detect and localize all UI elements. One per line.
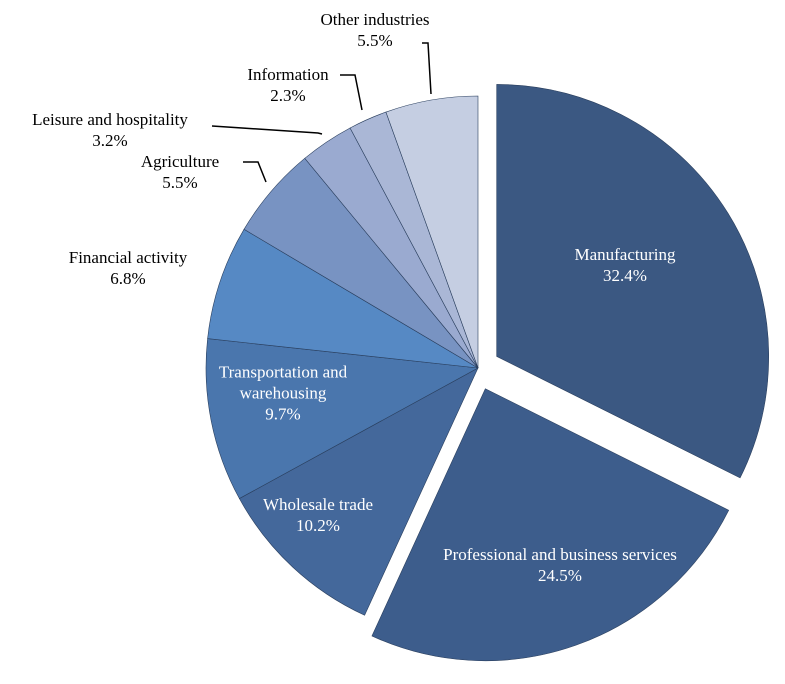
slice-label: Professional and business services 24.5% [440, 544, 680, 586]
value-label: 3.2% [92, 131, 128, 150]
category-label: Professional and business services [443, 545, 677, 564]
value-label: 9.7% [265, 404, 301, 424]
pie-slice [496, 84, 769, 479]
category-label: Information [247, 65, 329, 84]
category-label: Agriculture [140, 152, 220, 171]
category-label: Financial activity [68, 248, 188, 267]
value-label: 6.8% [110, 269, 146, 288]
category-label: Wholesale trade [263, 495, 373, 514]
slice-label: Other industries 5.5% [320, 9, 429, 51]
pie-slice [238, 367, 479, 616]
leader-line [211, 125, 323, 135]
slice-label: Manufacturing 32.4% [574, 244, 675, 286]
leader-line [422, 42, 432, 95]
value-label: 2.3% [270, 86, 306, 105]
slice-label: Transportation and warehousing 9.7% [193, 362, 373, 425]
category-label: Leisure and hospitality [32, 110, 188, 129]
leader-line [340, 74, 363, 111]
slice-label: Wholesale trade 10.2% [263, 494, 373, 536]
value-label: 5.5% [162, 173, 198, 192]
slice-label: Leisure and hospitality 3.2% [32, 109, 188, 151]
pie-slice [205, 338, 479, 499]
category-label: Other industries [320, 10, 430, 29]
slice-label: Financial activity 6.8% [69, 247, 188, 289]
pie-slice [385, 95, 479, 369]
category-label: Manufacturing [574, 245, 676, 264]
pie-slice [207, 228, 479, 369]
value-label: 24.5% [538, 566, 582, 585]
value-label: 32.4% [603, 266, 647, 285]
value-label: 10.2% [296, 516, 340, 535]
pie-slice [371, 388, 730, 662]
value-label: 5.5% [357, 31, 393, 50]
slice-label: Information 2.3% [247, 64, 328, 106]
slice-label: Agriculture 5.5% [141, 151, 219, 193]
leader-line [243, 161, 267, 183]
category-label: Transportation and warehousing [218, 362, 348, 403]
